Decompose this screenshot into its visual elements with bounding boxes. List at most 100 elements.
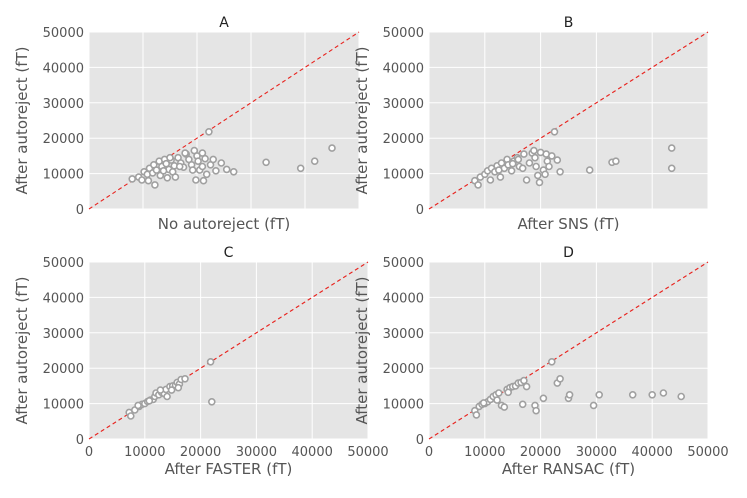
x-tick-label: 50000 <box>687 445 728 460</box>
data-point <box>514 155 523 164</box>
data-point <box>539 394 548 403</box>
x-tick-label: 50000 <box>347 445 388 460</box>
y-tick-label: 20000 <box>43 132 84 147</box>
data-point <box>494 166 503 174</box>
y-tick-label: 20000 <box>383 132 424 147</box>
y-tick-label: 30000 <box>43 327 84 342</box>
data-point <box>163 174 172 182</box>
x-tick-label: 30000 <box>576 445 617 460</box>
data-point <box>547 152 556 160</box>
data-point <box>192 176 200 184</box>
y-tick-label: 30000 <box>383 97 424 112</box>
x-tick-label: 0 <box>425 445 433 460</box>
y-axis-label: After autoreject (fT) <box>13 46 31 194</box>
data-point <box>262 158 270 167</box>
y-tick-label: 10000 <box>383 168 424 183</box>
y-tick-label: 40000 <box>383 61 424 76</box>
y-tick-label: 0 <box>76 433 84 448</box>
data-point <box>545 162 553 171</box>
data-point <box>145 396 154 405</box>
y-tick-label: 0 <box>76 203 84 218</box>
data-point <box>507 167 516 175</box>
data-point <box>648 390 657 399</box>
data-point <box>171 173 180 181</box>
y-tick-label: 0 <box>416 433 424 448</box>
data-point <box>628 390 637 399</box>
subplot-title: A <box>219 15 229 31</box>
data-point <box>472 411 481 419</box>
data-point <box>205 128 213 136</box>
y-tick-label: 40000 <box>43 61 84 76</box>
subplot-b: B 0 10000 20000 30000 40000 50000 After SNS (fT… <box>353 15 709 233</box>
x-axis-label: No autoreject (fT) <box>158 215 290 233</box>
data-point <box>156 386 165 394</box>
data-point <box>310 157 319 165</box>
data-point <box>525 159 534 167</box>
x-tick-label: 0 <box>85 445 93 460</box>
x-tick-label: 10000 <box>464 445 505 460</box>
data-point <box>585 166 594 174</box>
data-point <box>508 159 517 168</box>
subplot-c: C 0 10000 20000 30000 40000 50000 0 10000 20000 30… <box>13 245 389 478</box>
data-point <box>612 157 620 165</box>
y-tick-label: 20000 <box>43 362 84 377</box>
data-point <box>532 406 540 415</box>
y-tick-label: 30000 <box>43 97 84 112</box>
y-tick-label: 10000 <box>43 398 84 413</box>
data-point <box>222 165 231 174</box>
data-point <box>595 390 604 399</box>
data-point <box>556 374 564 383</box>
y-tick-label: 10000 <box>43 168 84 183</box>
subplot-a: A 0 10000 20000 30000 40000 50000 No autoreject… <box>13 15 360 233</box>
data-point <box>194 157 202 165</box>
data-point <box>518 400 527 409</box>
data-point <box>535 178 544 187</box>
data-point <box>520 150 528 158</box>
x-tick-label: 10000 <box>124 445 165 460</box>
data-point <box>163 392 171 401</box>
data-point <box>199 176 208 185</box>
data-point <box>531 153 539 162</box>
data-point <box>522 382 531 391</box>
data-point <box>530 146 538 155</box>
data-point <box>532 162 540 171</box>
subplot-title: C <box>224 245 234 261</box>
data-point <box>209 155 217 164</box>
y-axis-label: After autoreject (fT) <box>13 276 31 424</box>
data-point <box>504 388 513 397</box>
identity-line <box>88 31 360 210</box>
data-point <box>144 176 153 185</box>
data-point <box>152 166 161 174</box>
data-point <box>127 412 135 420</box>
x-tick-label: 40000 <box>292 445 333 460</box>
data-point <box>520 376 528 385</box>
subplot-d: D 0 10000 20000 30000 40000 50000 0 10000 20000 30… <box>353 245 729 478</box>
y-tick-label: 50000 <box>383 26 424 41</box>
data-point <box>128 175 136 183</box>
x-tick-label: 20000 <box>180 445 221 460</box>
y-tick-label: 50000 <box>383 256 424 271</box>
identity-line <box>88 261 369 440</box>
identity-line <box>428 261 709 440</box>
data-point <box>229 168 238 176</box>
data-point <box>493 396 501 404</box>
data-point <box>496 173 505 181</box>
data-point <box>162 159 170 168</box>
data-point <box>296 164 305 173</box>
data-point <box>208 397 216 406</box>
y-tick-label: 0 <box>416 203 424 218</box>
y-tick-label: 50000 <box>43 26 84 41</box>
x-tick-label: 20000 <box>520 445 561 460</box>
data-point <box>474 181 482 189</box>
data-point <box>201 154 209 163</box>
data-point <box>217 159 226 167</box>
data-point <box>198 162 207 171</box>
x-tick-label: 30000 <box>236 445 277 460</box>
data-point <box>138 176 146 184</box>
data-point <box>328 144 336 152</box>
data-point <box>667 164 676 173</box>
x-axis-label: After SNS (fT) <box>518 215 620 233</box>
data-point <box>151 181 159 189</box>
subplot-title: B <box>564 15 574 31</box>
